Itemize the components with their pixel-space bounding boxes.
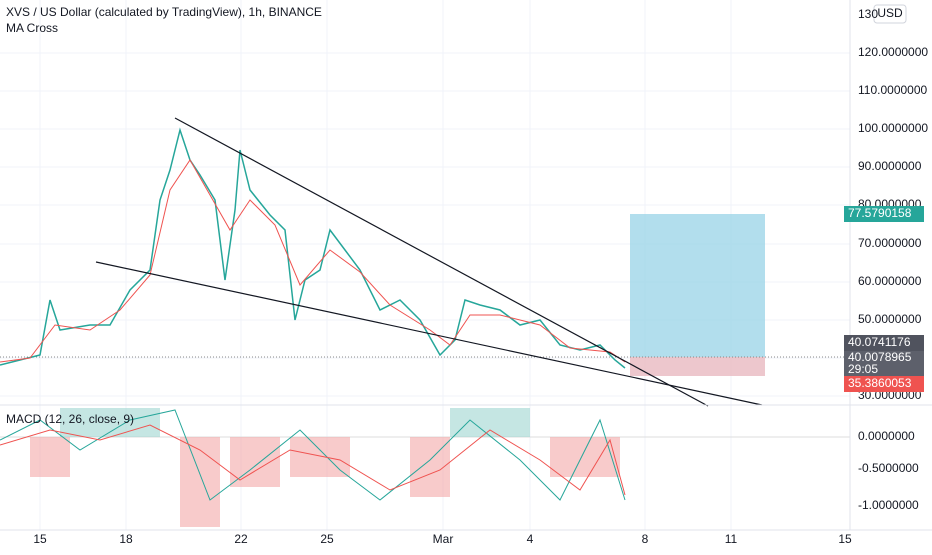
price-tick: 50.0000000 bbox=[858, 312, 922, 326]
price-tick: 90.0000000 bbox=[858, 159, 922, 173]
stop-badge bbox=[844, 376, 924, 392]
macd-line bbox=[0, 409, 626, 501]
symbol-title: XVS / US Dollar (calculated by TradingVi… bbox=[6, 5, 322, 19]
price-tick: 110.0000000 bbox=[858, 83, 928, 97]
price-tick: 130 bbox=[858, 7, 878, 21]
time-tick: Mar bbox=[433, 532, 454, 546]
macd-tick: -0.5000000 bbox=[858, 461, 919, 475]
price-tick: 70.0000000 bbox=[858, 236, 922, 250]
time-tick: 15 bbox=[33, 532, 47, 546]
indicator-name: MA Cross bbox=[6, 21, 58, 35]
position-stop-zone[interactable] bbox=[630, 357, 765, 376]
time-tick: 8 bbox=[642, 532, 649, 546]
trend-line-upper[interactable] bbox=[174, 117, 709, 407]
high-badge bbox=[844, 335, 924, 351]
price-tick: 100.0000000 bbox=[858, 121, 928, 135]
time-tick: 15 bbox=[838, 532, 852, 546]
time-tick: 11 bbox=[725, 532, 738, 546]
time-tick: 18 bbox=[119, 532, 133, 546]
price-tick: 60.0000000 bbox=[858, 274, 922, 288]
last-badge bbox=[844, 351, 924, 377]
position-target-zone[interactable] bbox=[630, 214, 765, 357]
macd-signal bbox=[0, 424, 626, 496]
last-price: 40.0078965 bbox=[848, 350, 912, 364]
countdown: 29:05 bbox=[848, 362, 878, 376]
high-price: 40.0741176 bbox=[848, 335, 911, 349]
time-tick: 4 bbox=[527, 532, 534, 546]
target-price: 77.5790158 bbox=[848, 206, 912, 220]
time-tick: 22 bbox=[234, 532, 248, 546]
macd-tick: 0.0000000 bbox=[858, 429, 915, 443]
currency-button[interactable] bbox=[873, 4, 907, 24]
target-badge bbox=[844, 206, 924, 222]
stop-price: 35.3860053 bbox=[848, 376, 912, 390]
time-tick: 25 bbox=[320, 532, 334, 546]
price-tick: 120.0000000 bbox=[858, 45, 928, 59]
macd-tick: -1.0000000 bbox=[858, 498, 919, 512]
macd-label: MACD (12, 26, close, 9) bbox=[6, 412, 134, 426]
price-series bbox=[0, 127, 626, 369]
moving-average bbox=[0, 159, 626, 363]
currency-label[interactable]: USD bbox=[877, 6, 903, 20]
trend-line-lower[interactable] bbox=[95, 261, 763, 406]
